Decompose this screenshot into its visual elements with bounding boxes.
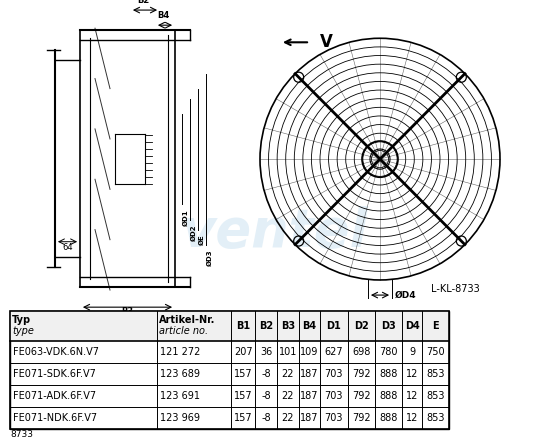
Text: ØE: ØE [199,235,205,245]
Text: FE071-NDK.6F.V7: FE071-NDK.6F.V7 [13,413,97,423]
Text: 703: 703 [324,391,343,401]
Text: 703: 703 [324,413,343,423]
Text: 123 969: 123 969 [161,413,200,423]
Text: -8: -8 [261,369,271,379]
Text: B4: B4 [302,321,316,330]
Text: 64: 64 [62,243,73,252]
Text: FE063-VDK.6N.V7: FE063-VDK.6N.V7 [13,347,100,357]
Text: -8: -8 [261,413,271,423]
Text: B1: B1 [126,322,139,331]
Text: B3: B3 [280,321,295,330]
Text: 22: 22 [282,369,294,379]
Text: ØD2: ØD2 [191,225,197,241]
Text: 703: 703 [324,369,343,379]
Text: 792: 792 [352,413,371,423]
Text: 853: 853 [426,369,445,379]
Text: 101: 101 [278,347,297,357]
Text: V: V [320,33,333,51]
Text: Artikel-Nr.: Artikel-Nr. [160,314,216,325]
Text: 123 691: 123 691 [161,391,200,401]
Text: ØD3: ØD3 [207,250,213,266]
Text: B4: B4 [157,11,169,20]
Text: B1: B1 [236,321,250,330]
Text: ØD4: ØD4 [395,291,417,300]
Text: 187: 187 [300,369,318,379]
Text: 888: 888 [379,413,398,423]
Text: 22: 22 [282,391,294,401]
Text: 157: 157 [234,391,252,401]
Text: B2: B2 [137,0,149,5]
Text: D2: D2 [354,321,369,330]
Text: Typ: Typ [12,314,31,325]
Text: FE071-ADK.6F.V7: FE071-ADK.6F.V7 [13,391,96,401]
Text: 109: 109 [300,347,318,357]
Text: B3: B3 [122,307,134,316]
Text: 207: 207 [234,347,252,357]
Text: 36: 36 [260,347,272,357]
Text: D3: D3 [381,321,396,330]
Text: 157: 157 [234,413,252,423]
Text: 8733: 8733 [10,429,34,438]
Text: B2: B2 [259,321,273,330]
Text: 187: 187 [300,391,318,401]
Text: -8: -8 [261,391,271,401]
Text: ventel: ventel [206,332,344,370]
Text: 792: 792 [352,391,371,401]
Text: 888: 888 [379,391,398,401]
Text: 888: 888 [379,369,398,379]
Text: 187: 187 [300,413,318,423]
Text: 12: 12 [406,369,419,379]
Text: 12: 12 [406,391,419,401]
Text: 853: 853 [426,413,445,423]
Bar [10,310,449,429]
Text: 627: 627 [324,347,343,357]
Text: 9: 9 [409,347,415,357]
Text: FE071-SDK.6F.V7: FE071-SDK.6F.V7 [13,369,96,379]
Text: ventel: ventel [182,206,368,258]
Text: 123 689: 123 689 [161,369,200,379]
Text: 780: 780 [379,347,398,357]
Text: ØD1: ØD1 [183,210,189,226]
Text: 121 272: 121 272 [161,347,201,357]
Text: 12: 12 [406,413,419,423]
Text: 750: 750 [426,347,445,357]
Text: E: E [432,321,439,330]
Text: 157: 157 [234,369,252,379]
Text: L-KL-8733: L-KL-8733 [431,284,480,294]
Text: D4: D4 [405,321,420,330]
Text: 792: 792 [352,369,371,379]
Text: 698: 698 [352,347,371,357]
Text: D1: D1 [327,321,341,330]
Text: article no.: article no. [160,326,208,336]
Text: 22: 22 [282,413,294,423]
Text: type: type [12,326,34,336]
Bar [10,310,449,341]
Bar [10,310,449,429]
Text: 853: 853 [426,391,445,401]
